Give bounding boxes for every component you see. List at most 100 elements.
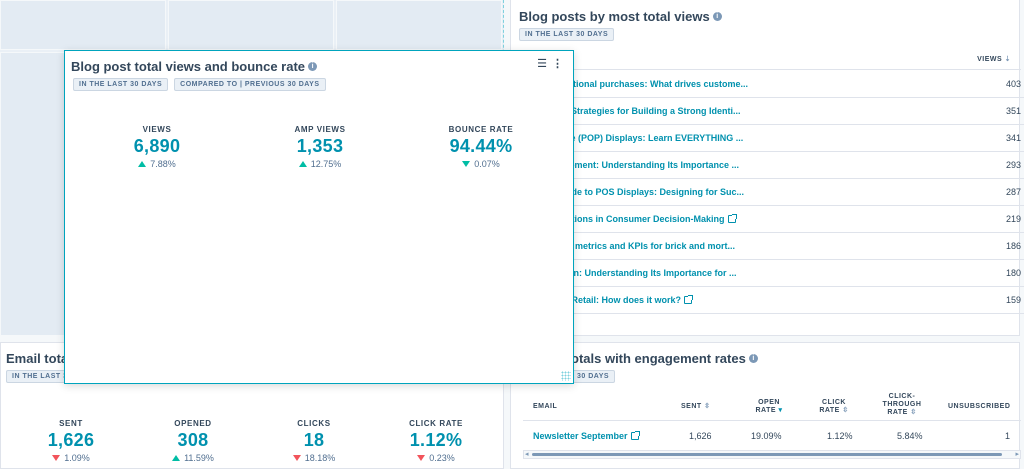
- sent-value: 1,626: [689, 431, 712, 441]
- metric-change: 1.09%: [64, 453, 90, 463]
- increase-icon: [172, 455, 181, 461]
- blog-post-link[interactable]: sles in Retail: How does it work?: [541, 295, 694, 305]
- metric-sent: SENT 1,626 1.09%: [1, 419, 141, 463]
- metric-change: 12.75%: [310, 159, 342, 169]
- blog-posts-title: Blog posts by most total views i: [519, 9, 722, 24]
- metric-value: 1,353: [296, 136, 344, 156]
- blog-post-link[interactable]: of Emotions in Consumer Decision-Making: [541, 214, 737, 224]
- list-item: al retail metrics and KPIs for brick and…: [541, 233, 1024, 260]
- scroll-right-icon[interactable]: ▸: [1015, 451, 1019, 458]
- info-icon[interactable]: i: [748, 354, 758, 363]
- filter-settings-icon[interactable]: ☰: [537, 58, 547, 70]
- metric-label: CLICKS: [297, 419, 331, 428]
- ctr-value: 5.84%: [897, 431, 923, 441]
- list-item: ate Guide to POS Displays: Designing for…: [541, 179, 1024, 206]
- column-header-open-rate[interactable]: OPEN RATE ▾: [755, 399, 783, 414]
- decrease-icon: [52, 455, 61, 461]
- column-header-unsubscribed[interactable]: UNSUBSCRIBED: [948, 403, 1011, 410]
- column-header-ctr[interactable]: CLICK-THROUGH RATE ⇳: [882, 393, 922, 416]
- external-link-icon: [727, 214, 737, 223]
- info-icon[interactable]: i: [712, 12, 722, 21]
- sort-icon: ⇳: [842, 407, 849, 414]
- unsubscribed-value: 1: [1005, 431, 1011, 441]
- date-range-pill: IN THE LAST 30 DAYS: [519, 28, 615, 41]
- metric-opened: OPENED 308 11.59%: [123, 419, 263, 463]
- metric-label: VIEWS: [142, 125, 172, 134]
- blog-post-link[interactable]: al retail metrics and KPIs for brick and…: [541, 241, 736, 251]
- blog-post-link[interactable]: nding: Strategies for Building a Strong …: [541, 106, 741, 116]
- date-range-pill: 30 DAYS: [571, 370, 616, 383]
- blog-post-link[interactable]: ate Guide to POS Displays: Designing for…: [541, 187, 745, 197]
- metric-value: 1.12%: [409, 430, 463, 450]
- list-item: ue Chain: Understanding Its Importance f…: [541, 260, 1024, 287]
- email-totals-title: Email totals: [6, 351, 79, 366]
- date-range-pill: IN THE LAST 30 DAYS: [73, 78, 169, 91]
- metric-value: 1,626: [47, 430, 95, 450]
- metric-change: 0.23%: [429, 453, 455, 463]
- scroll-left-icon[interactable]: ◂: [525, 451, 529, 458]
- metric-value: 308: [177, 430, 209, 450]
- external-link-icon: [684, 295, 694, 304]
- views-column-header[interactable]: VIEWS ⇣: [977, 56, 1011, 63]
- metric-change: 11.59%: [184, 453, 214, 463]
- decrease-icon: [462, 161, 471, 167]
- sort-icon: ⇳: [704, 403, 711, 410]
- metric-change: 7.88%: [150, 159, 176, 169]
- metric-change: 18.18%: [304, 453, 336, 463]
- column-header-click-rate[interactable]: CLICK RATE ⇳: [819, 399, 849, 414]
- list-item: ys Emotional purchases: What drives cust…: [541, 71, 1024, 98]
- external-link-icon: [630, 431, 640, 440]
- email-engagement-title: otals with engagement rates i: [571, 351, 758, 366]
- scrollbar-thumb[interactable]: [532, 453, 1002, 456]
- views-value: 403: [1005, 79, 1021, 89]
- list-item: of Emotions in Consumer Decision-Making 2…: [541, 206, 1024, 233]
- blog-post-link[interactable]: ue Chain: Understanding Its Importance f…: [541, 268, 737, 278]
- increase-icon: [298, 161, 307, 167]
- horizontal-scrollbar[interactable]: ◂ ▸: [523, 450, 1021, 459]
- metric-views: VIEWS 6,890 7.88%: [87, 125, 227, 169]
- report-title: Blog post total views and bounce rate i: [71, 59, 318, 74]
- drop-cell: [336, 0, 502, 50]
- blog-post-link[interactable]: ys Emotional purchases: What drives cust…: [541, 79, 749, 89]
- metric-change: 0.07%: [474, 159, 500, 169]
- metric-label: BOUNCE RATE: [448, 125, 514, 134]
- metric-clicks: CLICKS 18 18.18%: [244, 419, 384, 463]
- views-value: 219: [1005, 214, 1021, 224]
- info-icon[interactable]: i: [308, 62, 318, 71]
- blog-posts-card: Blog posts by most total views i IN THE L…: [510, 0, 1024, 336]
- email-link[interactable]: Newsletter September: [533, 431, 640, 441]
- metric-click-rate: CLICK RATE 1.12% 0.23%: [366, 419, 506, 463]
- metric-bounce-rate: BOUNCE RATE 94.44% 0.07%: [411, 125, 551, 169]
- blog-post-link[interactable]: Management: Understanding Its Importance…: [541, 160, 740, 170]
- list-item: nding: Strategies for Building a Strong …: [541, 98, 1024, 125]
- metric-label: CLICK RATE: [409, 419, 463, 428]
- metric-label: AMP VIEWS: [294, 125, 346, 134]
- email-engagement-card: otals with engagement rates i 30 DAYS EMA…: [510, 342, 1021, 469]
- views-value: 159: [1005, 295, 1021, 305]
- click-rate-value: 1.12%: [827, 431, 853, 441]
- metric-label: SENT: [59, 419, 83, 428]
- decrease-icon: [292, 455, 301, 461]
- views-value: 293: [1005, 160, 1021, 170]
- metric-value: 18: [303, 430, 325, 450]
- more-options-icon[interactable]: ⋮: [552, 58, 563, 70]
- metric-label: OPENED: [174, 419, 212, 428]
- sort-desc-icon: ▾: [778, 407, 783, 414]
- sort-icon: ⇳: [910, 409, 917, 416]
- column-header-sent[interactable]: SENT ⇳: [681, 403, 711, 410]
- list-item: urchase (POP) Displays: Learn EVERYTHING…: [541, 125, 1024, 152]
- column-header-email[interactable]: EMAIL: [533, 403, 558, 410]
- metric-amp-views: AMP VIEWS 1,353 12.75%: [250, 125, 390, 169]
- drop-cell: [0, 0, 166, 50]
- resize-handle-icon[interactable]: [561, 371, 571, 381]
- metric-value: 94.44%: [449, 136, 513, 156]
- list-item: sles in Retail: How does it work? 159: [541, 287, 1024, 314]
- increase-icon: [138, 161, 147, 167]
- metric-value: 6,890: [133, 136, 181, 156]
- drop-cell: [168, 0, 334, 50]
- dragged-report-card[interactable]: Blog post total views and bounce rate i I…: [64, 50, 574, 384]
- divider: [523, 420, 1021, 421]
- blog-post-link[interactable]: urchase (POP) Displays: Learn EVERYTHING…: [541, 133, 744, 143]
- views-value: 341: [1005, 133, 1021, 143]
- sort-icon: ⇣: [1004, 56, 1011, 63]
